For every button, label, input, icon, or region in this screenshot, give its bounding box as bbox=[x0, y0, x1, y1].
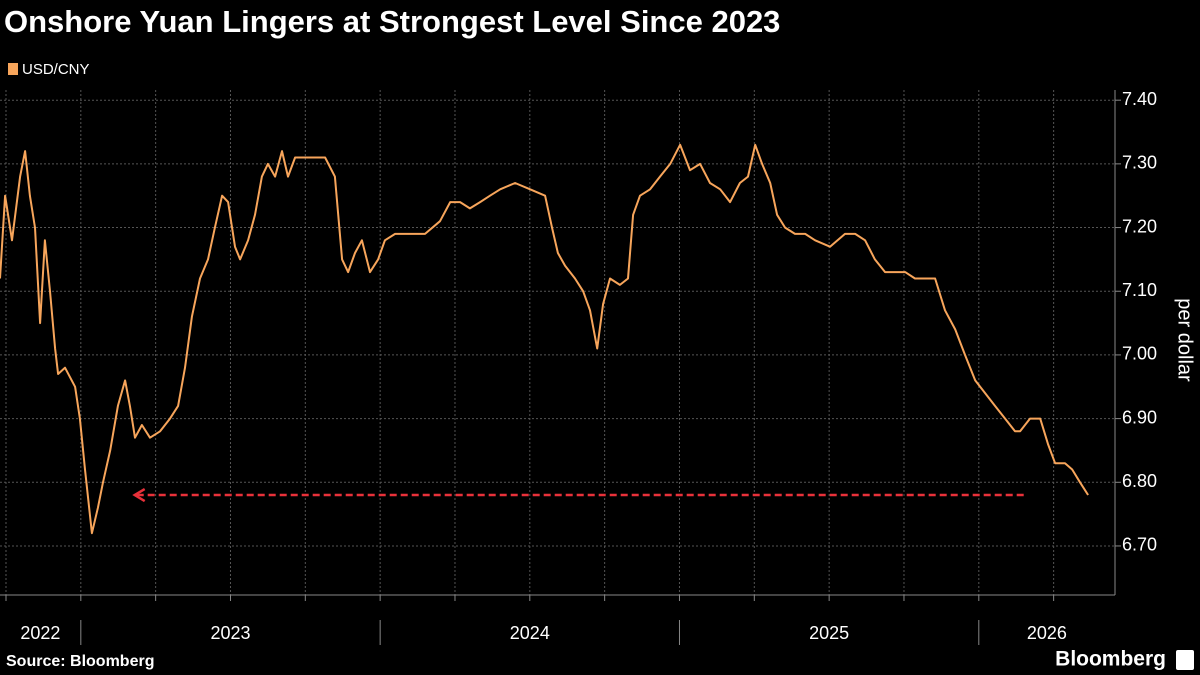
y-tick-label: 7.20 bbox=[1122, 216, 1157, 236]
x-tick-label: 2025 bbox=[809, 623, 849, 643]
source: Source: Bloomberg bbox=[6, 653, 154, 670]
legend-label: USD/CNY bbox=[22, 61, 90, 78]
series-line bbox=[0, 143, 1089, 535]
y-axis-label: per dollar bbox=[1174, 298, 1196, 382]
logo-icon bbox=[1176, 650, 1194, 670]
y-tick-label: 7.40 bbox=[1122, 89, 1157, 109]
logo: Bloomberg bbox=[1055, 648, 1166, 671]
x-tick-label: 2026 bbox=[1027, 623, 1067, 643]
x-tick-label: 2022 bbox=[20, 623, 60, 643]
y-tick-label: 7.00 bbox=[1122, 344, 1157, 364]
x-tick-label: 2023 bbox=[210, 623, 250, 643]
annotation-arrowhead bbox=[132, 487, 146, 503]
legend-swatch bbox=[8, 63, 18, 75]
y-tick-label: 6.90 bbox=[1122, 407, 1157, 427]
x-tick-label: 2024 bbox=[510, 623, 550, 643]
y-tick-label: 7.30 bbox=[1122, 153, 1157, 173]
y-tick-label: 7.10 bbox=[1122, 280, 1157, 300]
chart-title: Onshore Yuan Lingers at Strongest Level … bbox=[4, 4, 780, 39]
y-tick-label: 6.80 bbox=[1122, 471, 1157, 491]
y-tick-label: 6.70 bbox=[1122, 535, 1157, 555]
